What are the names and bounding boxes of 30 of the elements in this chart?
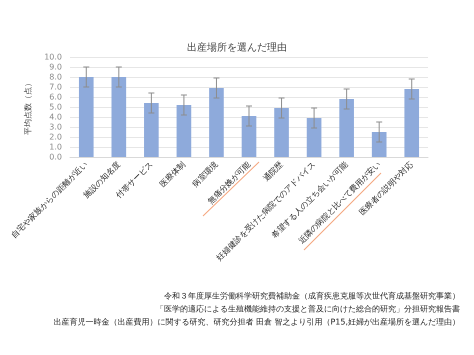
bar — [209, 88, 224, 157]
bar — [176, 105, 192, 157]
x-tick-label: 通院歴 — [261, 160, 285, 184]
text: 「医学的適応による生殖機能維持の支援と普及に向けた総合的研究」分担研究報告書 — [156, 304, 460, 314]
y-tick-label: 5.0 — [49, 102, 62, 112]
y-tick-label: 2.0 — [49, 132, 62, 142]
text: 令和３年度厚生労働科学研究費補助金（成育疾患克服等次世代育成基盤研究事業） — [164, 292, 460, 300]
y-tick-label: 1.0 — [49, 142, 62, 152]
chart-title: 出産場所を選んだ理由 — [187, 42, 287, 54]
y-axis-title: 平均点数（点） — [24, 79, 32, 135]
x-tick-label: 医療体制 — [158, 160, 188, 189]
bar — [339, 99, 354, 157]
bar — [404, 89, 420, 157]
text: 出産育児一時金（出産費用）に関する研究、研究分担者 田倉 智之より引用（P15,妊婦が出産場所を選んだ理由） — [53, 318, 460, 326]
y-tick-label: 9.0 — [49, 62, 62, 72]
x-tick-label: 病室環境 — [190, 160, 220, 189]
y-tick-label: 3.0 — [49, 122, 62, 132]
bar — [274, 108, 289, 157]
y-tick-label: 7.0 — [49, 82, 62, 92]
y-tick-label: 0.0 — [49, 152, 62, 162]
y-tick-label: 10.0 — [44, 52, 62, 62]
bar — [111, 77, 126, 157]
y-tick-label: 4.0 — [49, 112, 62, 122]
bar — [78, 77, 94, 157]
bar — [242, 116, 256, 157]
y-tick-label: 6.0 — [49, 92, 62, 102]
y-tick-label: 8.0 — [49, 72, 62, 82]
bar — [372, 132, 387, 157]
bar — [144, 103, 159, 157]
bar — [306, 118, 322, 157]
